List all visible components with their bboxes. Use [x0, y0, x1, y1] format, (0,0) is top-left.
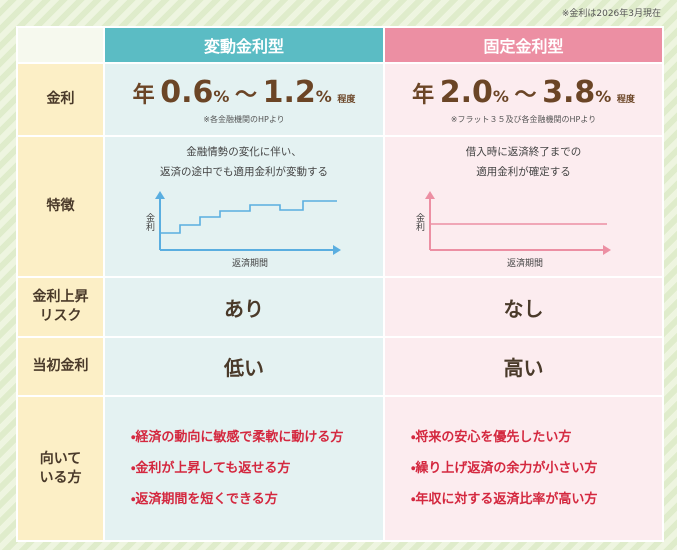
risk-cell: あり — [105, 278, 383, 336]
graph: 金利 返済期間 — [144, 191, 341, 269]
feature-line: 適用金利が確定する — [476, 165, 571, 178]
x-label: 返済期間 — [507, 258, 543, 269]
row-label: 特徴 — [18, 137, 103, 276]
arrow — [333, 245, 341, 255]
corner — [18, 28, 103, 62]
rate-unit: % — [315, 86, 332, 106]
date-note: ※金利は2026年3月現在 — [561, 9, 661, 19]
suited-item: ・金利が上昇しても返せる方 — [131, 461, 291, 476]
suited-item: ・繰り上げ返済の余力が小さい方 — [411, 461, 598, 476]
rate-high: 1.2 — [262, 74, 316, 110]
rate-high: 3.8 — [542, 74, 596, 110]
arrow — [155, 191, 165, 199]
rate-suffix: 程度 — [616, 94, 635, 105]
rate: 年 2.0% ～ 3.8% 程度 — [412, 75, 635, 110]
initial-rate: 低い — [224, 356, 264, 380]
feature-line: 借入時に返済終了までの — [465, 146, 582, 158]
row-label: 向いて いる方 — [18, 397, 103, 540]
initial-cell: 低い — [105, 338, 383, 395]
feature-cell: 金融情勢の変化に伴い、返済の途中でも適用金利が変動する 金利 返済期間 — [105, 137, 383, 276]
arrow — [603, 245, 611, 255]
risk: あり — [224, 296, 264, 321]
y-label: 金利 — [144, 212, 155, 231]
label-line: リスク — [39, 308, 82, 324]
rate-note: ※フラット３５及び各金融機関のHPより — [450, 114, 597, 124]
suited-item: ・将来の安心を優先したい方 — [411, 430, 572, 445]
suited-item: ・経済の動向に敏感で柔軟に動ける方 — [131, 430, 344, 445]
label-line: 金利上昇 — [32, 289, 89, 306]
label-line: 向いて — [39, 450, 82, 467]
feature-line: 金融情勢の変化に伴い、 — [186, 146, 302, 158]
feature-cell: 借入時に返済終了までの 適用金利が確定する 金利 返済期間 — [385, 137, 662, 276]
suited-item: ・年収に対する返済比率が高い方 — [411, 492, 598, 507]
col-header: 固定金利型 — [385, 28, 662, 62]
rate-low: 0.6 — [160, 74, 214, 110]
rate-suffix: 程度 — [337, 94, 356, 105]
rate: 年 0.6% ～ 1.2% 程度 — [133, 75, 356, 110]
rate-low: 2.0 — [439, 74, 493, 110]
rate-unit: % — [595, 86, 612, 106]
rate-prefix: 年 — [132, 82, 155, 108]
initial-cell: 高い — [385, 338, 662, 395]
rate-line — [160, 200, 337, 234]
rate-cell: 年 2.0% ～ 3.8% 程度 ※フラット３５及び各金融機関のHPより — [385, 64, 662, 135]
label-line: 特徴 — [46, 198, 75, 215]
graph: 金利 返済期間 — [414, 191, 611, 269]
rate-unit: % — [492, 86, 509, 106]
rate-prefix: 年 — [412, 82, 435, 108]
rate-sep: ～ — [234, 82, 257, 108]
feature-text: 金融情勢の変化に伴い、返済の途中でも適用金利が変動する — [105, 143, 383, 183]
y-label: 金利 — [414, 212, 425, 231]
label-line: 当初金利 — [32, 358, 89, 375]
label-line: 金利 — [46, 91, 75, 108]
suited-item: ・返済期間を短くできる方 — [131, 492, 278, 507]
suited-cell: ・将来の安心を優先したい方 ・繰り上げ返済の余力が小さい方 ・年収に対する返済比… — [385, 397, 662, 540]
col-header: 変動金利型 — [105, 28, 383, 62]
rate-unit: % — [213, 86, 230, 106]
risk-cell: なし — [385, 278, 662, 336]
arrow — [425, 191, 435, 199]
row-label: 金利上昇 リスク — [18, 278, 103, 336]
risk: なし — [503, 296, 544, 321]
feature-line: 返済の途中でも適用金利が変動する — [160, 165, 328, 178]
label-line: いる方 — [39, 469, 82, 486]
feature-text: 借入時に返済終了までの 適用金利が確定する — [385, 143, 662, 183]
rate-sep: ～ — [514, 82, 537, 108]
initial-rate: 高い — [503, 356, 544, 380]
row-label: 金利 — [18, 64, 103, 135]
x-label: 返済期間 — [232, 258, 268, 269]
suited-cell: ・経済の動向に敏感で柔軟に動ける方 ・金利が上昇しても返せる方 ・返済期間を短く… — [105, 397, 383, 540]
rate-note: ※各金融機関のHPより — [203, 114, 285, 124]
row-label: 当初金利 — [18, 338, 103, 395]
rate-cell: 年 0.6% ～ 1.2% 程度 ※各金融機関のHPより — [105, 64, 383, 135]
